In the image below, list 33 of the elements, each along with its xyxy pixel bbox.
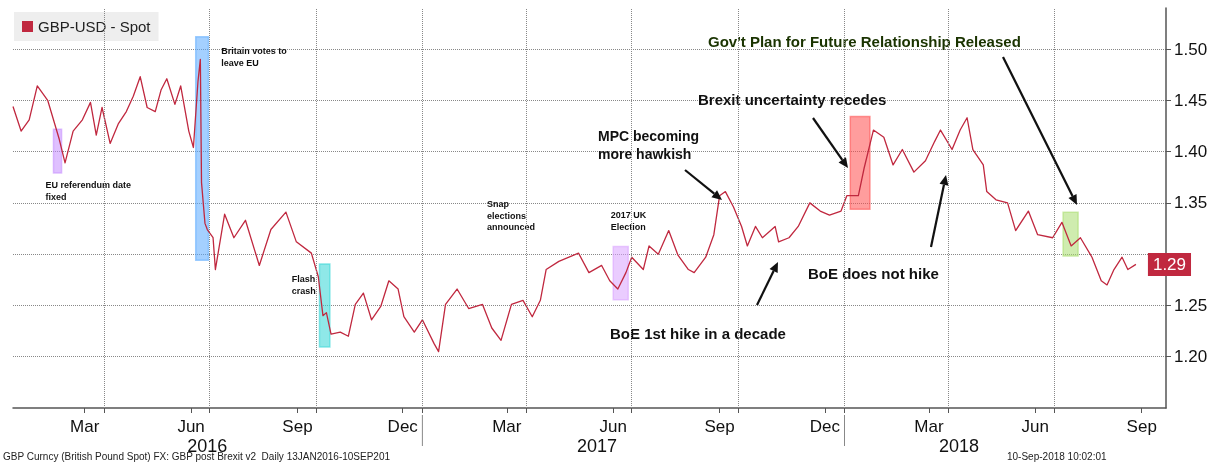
legend-label: GBP-USD - Spot <box>38 18 152 35</box>
band-label: Flash crash <box>291 274 318 297</box>
annotation: BoE 1st hike in a decade <box>610 325 786 343</box>
annotation: MPC becoming more hawkish <box>598 128 704 163</box>
y-tick-label: 1.45 <box>1174 90 1208 110</box>
line-series <box>12 58 1137 353</box>
text: 10-Sep-2018 10:02:01 <box>1007 451 1107 462</box>
x-tick-label: Jun <box>177 417 205 436</box>
x-tick-label: Sep <box>704 417 735 436</box>
band-label: Britain votes to leave EU <box>221 46 290 69</box>
y-tick-label: 1.40 <box>1174 142 1208 162</box>
x-tick-label: Dec <box>387 417 419 436</box>
y-tick-label: 1.20 <box>1174 347 1208 367</box>
x-tick-label: Dec <box>809 417 841 436</box>
annotation: Brexit uncertainty recedes <box>698 91 887 109</box>
x-tick-label: Jun <box>599 417 627 436</box>
x-tick-label: Sep <box>1126 417 1157 436</box>
annotation: Gov't Plan for Future Relationship Released <box>708 33 1021 51</box>
x-tick-label: Jun <box>1021 417 1050 436</box>
x-tick-label: Mar <box>492 417 522 436</box>
y-tick-label: 1.50 <box>1174 39 1208 59</box>
y-tick-label: 1.35 <box>1174 193 1208 213</box>
annotation: BoE does not hike <box>808 265 939 283</box>
x-tick-label: Mar <box>914 417 944 436</box>
data-label: 1.29 <box>1152 254 1187 274</box>
x2-tick-label: 2017 <box>576 436 618 456</box>
band-label: EU referendum date fixed <box>45 179 134 202</box>
y-tick-label: 1.25 <box>1174 295 1208 315</box>
x-tick-label: Sep <box>282 417 313 436</box>
x-tick-label: Mar <box>70 417 100 436</box>
x2-tick-label: 2018 <box>938 436 980 456</box>
annotation: Snap elections announced <box>487 198 536 233</box>
band-label: 2017 UK Election <box>610 209 649 232</box>
